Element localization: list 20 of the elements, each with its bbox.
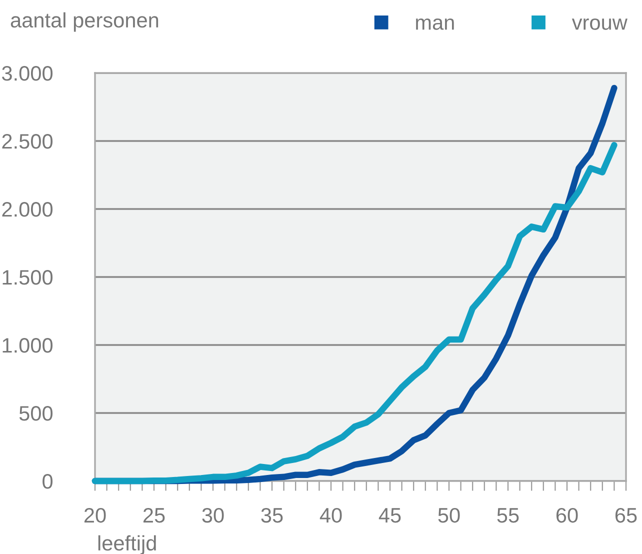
x-tick-label: 60 [556,508,578,523]
y-tick-label: 2.500 [2,134,53,149]
y-tick-label: 0 [42,474,53,489]
x-tick-label: 35 [261,508,283,523]
y-tick-label: 2.000 [2,202,53,217]
x-tick-label: 30 [202,508,224,523]
y-tick-label: 3.000 [2,66,53,81]
y-tick-label: 1.500 [2,270,53,285]
x-tick-label: 65 [615,508,637,523]
x-tick-label: 50 [438,508,460,523]
y-tick-label: 1.000 [2,338,53,353]
x-tick-label: 25 [143,508,165,523]
x-tick-label: 55 [497,508,519,523]
y-axis-title: aantal personen [10,12,158,32]
y-tick-label: 500 [19,406,53,421]
x-tick-label: 45 [378,508,401,523]
legend-label: man [416,18,454,30]
legend-label: vrouw [572,18,628,30]
x-tick-label: 40 [320,508,342,523]
x-tick-label: 20 [84,508,106,523]
